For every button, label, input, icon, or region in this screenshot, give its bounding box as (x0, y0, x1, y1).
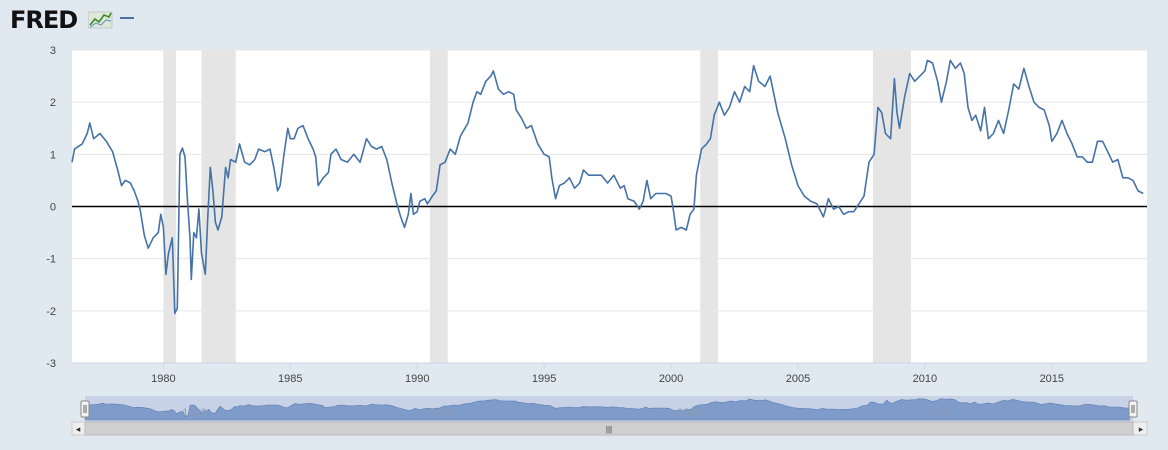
y-tick-label: -3 (46, 358, 56, 370)
x-axis: 1980 1985 1990 1995 2000 2005 2010 2015 (72, 362, 1147, 385)
navigator-year-label: 2010 (924, 407, 948, 419)
series-line[interactable] (71, 59, 1144, 315)
navigator-right-handle[interactable] (1128, 400, 1138, 418)
navigator-year-label: 1980 (182, 407, 206, 419)
y-axis: 3 2 1 0 -1 -2 -3 (46, 45, 56, 370)
y-tick-label: 0 (50, 202, 56, 214)
y-tick-label: -1 (46, 254, 56, 266)
y-tick-label: -2 (46, 306, 56, 318)
navigator-year-label: 2000 (677, 407, 701, 419)
x-tick-label: 2010 (913, 373, 937, 385)
scroll-left-arrow-icon[interactable]: ◂ (76, 424, 81, 434)
y-tick-label: 1 (50, 149, 56, 161)
x-tick-label: 2000 (659, 373, 683, 385)
navigator-year-label: 1990 (430, 407, 454, 419)
scrollbar-grip-icon: ||| (606, 425, 612, 434)
navigator-scrollbar[interactable]: ||| ◂ ▸ (71, 421, 1148, 436)
scroll-right-arrow-icon[interactable]: ▸ (1139, 424, 1144, 434)
navigator-labels: 1980 1990 2000 2010 (182, 407, 949, 419)
x-tick-label: 2005 (786, 373, 810, 385)
legend-series-line (120, 17, 134, 19)
navigator-left-handle[interactable] (80, 400, 90, 418)
scrollbar-thumb[interactable] (84, 421, 1134, 436)
y-tick-label: 2 (50, 97, 56, 109)
range-navigator[interactable]: 1980 1990 2000 2010 (80, 396, 1138, 422)
x-tick-label: 1990 (405, 373, 429, 385)
x-tick-label: 1980 (151, 373, 175, 385)
x-tick-label: 1985 (278, 373, 302, 385)
trend-graph-icon (88, 11, 113, 29)
y-tick-label: 3 (50, 45, 56, 57)
navigator-area (84, 398, 1130, 421)
x-tick-label: 2015 (1040, 373, 1064, 385)
x-tick-label: 1995 (532, 373, 556, 385)
header-bar: FRED (0, 0, 1168, 40)
fred-logo[interactable]: FRED (10, 6, 78, 34)
